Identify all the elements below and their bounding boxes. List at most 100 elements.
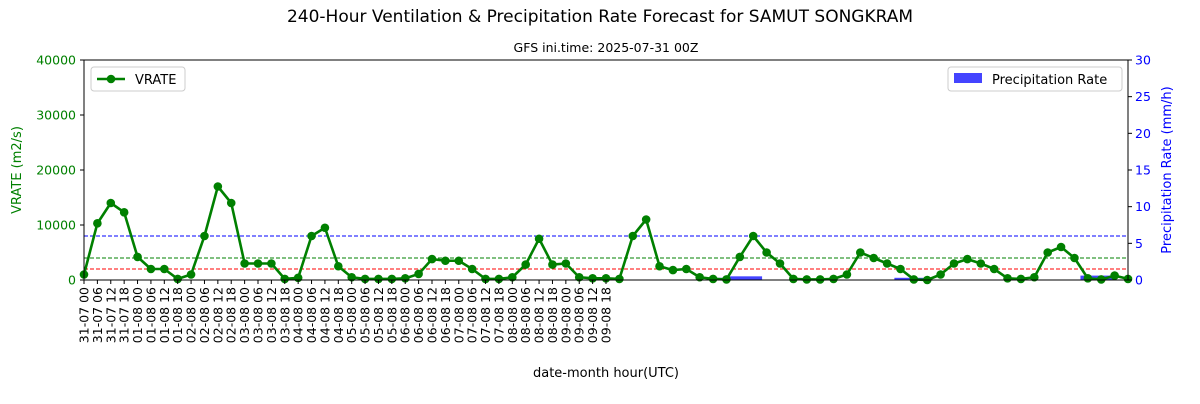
vrate-point [815,275,825,284]
vrate-point [909,275,919,284]
x-tick-label: 09-08 06 [572,287,587,343]
vrate-point [1003,274,1012,283]
vrate-point [601,274,611,283]
x-tick-label: 03-08 06 [251,287,266,343]
vrate-point [1083,274,1093,283]
precip-legend-swatch [954,73,982,83]
vrate-point [414,269,423,279]
vrate-point [427,254,437,264]
x-tick-label: 09-08 12 [585,287,600,343]
x-tick-label: 31-07 06 [90,287,105,343]
precip-bar [729,276,763,280]
vrate-point [280,274,290,284]
vrate-point [508,272,517,282]
vrate-point [682,264,691,274]
vrate-point [240,259,249,268]
vrate-point [374,274,383,284]
x-tick-label: 08-08 18 [545,287,560,343]
x-tick-label: 31-07 12 [103,287,118,343]
x-tick-label: 09-08 18 [599,287,614,343]
vrate-point [334,261,343,271]
vrate-point [856,248,865,257]
x-tick-label: 06-08 00 [398,287,413,343]
vrate-point [1056,242,1066,252]
precip-legend-box [947,66,1123,92]
x-tick-label: 06-08 18 [438,287,453,343]
x-tick-label: 06-08 12 [425,287,440,343]
y-right-tick-label: 10 [1135,199,1151,214]
vrate-point [253,259,263,268]
x-tick-label: 02-08 06 [197,287,212,343]
x-tick-label: 02-08 12 [210,287,225,343]
vrate-point [615,274,624,284]
y-right-tick-label: 15 [1135,163,1151,178]
vrate-point [748,231,758,241]
vrate-point [869,253,878,263]
vrate-point [320,223,330,233]
x-tick-label: 04-08 06 [304,287,319,343]
vrate-point [213,182,223,191]
y-right-tick-label: 25 [1135,89,1151,104]
vrate-point [1096,275,1106,284]
y-right-tick-label: 5 [1135,236,1143,251]
y-left-tick-label: 10000 [36,218,76,233]
vrate-point [989,264,999,274]
x-tick-label: 05-08 18 [384,287,399,343]
vrate-point [762,248,771,257]
vrate-point [936,270,945,279]
x-tick-label: 07-08 06 [465,287,480,343]
x-tick-label: 01-08 18 [170,287,185,343]
vrate-point [789,274,798,284]
x-tick-label: 08-08 06 [518,287,533,343]
vrate-point [267,259,276,268]
vrate-point [347,272,356,282]
x-tick-label: 01-08 00 [130,287,145,343]
x-tick-label: 07-08 00 [451,287,466,343]
vrate-point [949,259,959,268]
x-tick-label: 03-08 12 [264,287,279,343]
vrate-point [186,270,196,279]
vrate-point [641,215,651,224]
x-tick-label: 07-08 18 [491,287,506,343]
vrate-point [1030,272,1039,282]
vrate-point [387,274,397,284]
vrate-legend-label: VRATE [135,73,176,88]
vrate-point [441,256,450,266]
vrate-point [882,259,892,268]
x-tick-label: 07-08 12 [478,287,493,343]
vrate-point [226,198,236,208]
x-tick-label: 08-08 00 [505,287,520,343]
vrate-point [534,234,544,244]
vrate-point [1110,271,1119,280]
y-left-tick-label: 20000 [36,163,76,178]
precip-legend-label: Precipitation Rate [992,73,1107,88]
x-tick-label: 03-08 18 [277,287,292,343]
x-tick-label: 05-08 06 [358,287,373,343]
x-tick-label: 06-08 06 [411,287,426,343]
vrate-point [574,272,584,282]
y-axis-left-label: VRATE (m2/s) [10,126,25,214]
vrate-point [1070,253,1079,263]
vrate-line [82,185,1129,282]
vrate-point [668,265,678,275]
plot-layer: 0 10000 20000 30000 40000 0 5 10 15 20 25 30 31-07 0… [36,53,1151,344]
vrate-point [146,264,156,274]
vrate-point [548,260,557,269]
vrate-point [494,274,504,284]
vrate-point [842,270,852,279]
vrate-legend-marker [106,74,116,84]
vrate-point [735,252,745,262]
y-left-tick-label: 40000 [36,53,76,68]
vrate-point [307,231,316,241]
vrate-point [1043,248,1052,257]
vrate-point [173,274,182,284]
x-tick-label: 01-08 12 [157,287,172,343]
vrate-point [360,274,370,284]
x-tick-label: 05-08 12 [371,287,386,343]
vrate-point [695,272,704,282]
y-right-tick-label: 30 [1135,53,1151,68]
y-right-tick-label: 0 [1135,273,1143,288]
vrate-point [467,264,477,274]
